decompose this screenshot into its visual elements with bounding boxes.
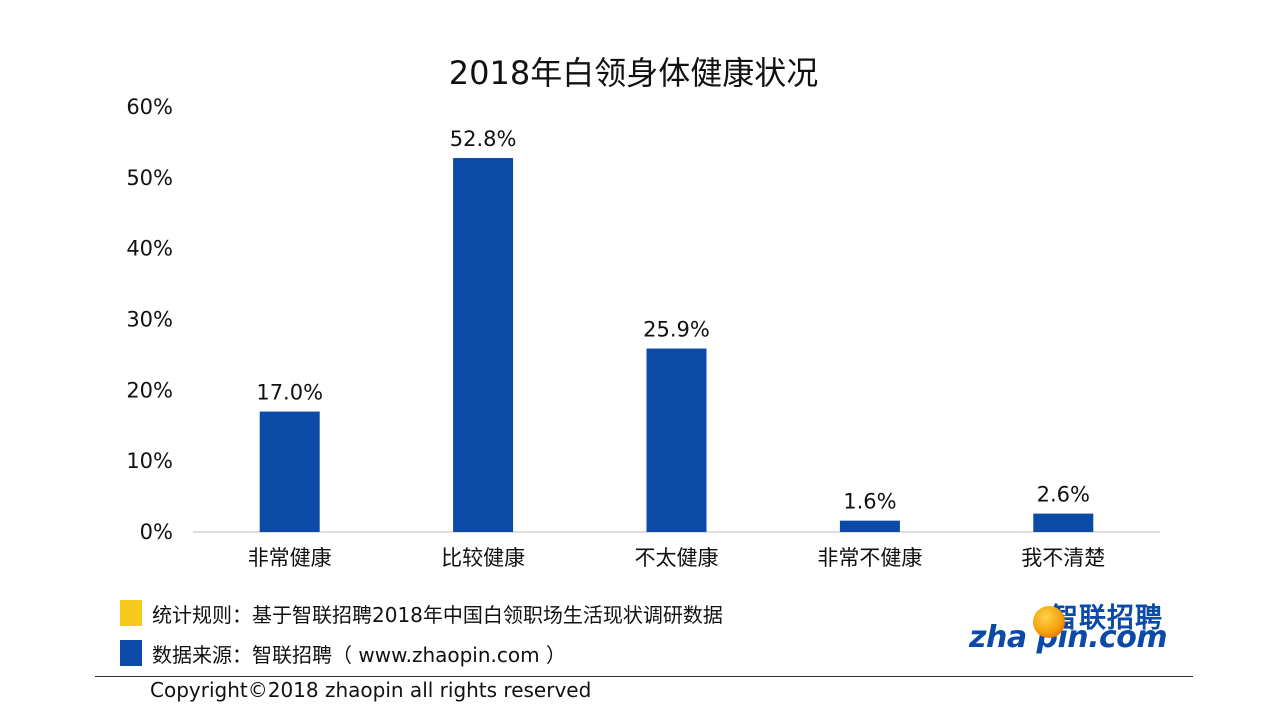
y-tick-label: 10%: [126, 449, 173, 473]
data-label: 2.6%: [1037, 483, 1090, 507]
zhaopin-logo: 智联招聘 zha pin.com: [965, 596, 1175, 662]
bar: [839, 520, 900, 532]
category-label: 比较健康: [441, 546, 525, 570]
rule-text: 统计规则：基于智联招聘2018年中国白领职场生活现状调研数据: [152, 602, 723, 627]
category-label: 不太健康: [635, 546, 719, 570]
data-label: 1.6%: [843, 490, 896, 514]
footer-divider: [95, 676, 1193, 677]
rule-swatch: [120, 600, 142, 626]
logo-cn-text: 智联招聘: [1051, 603, 1163, 634]
data-label: 52.8%: [450, 127, 517, 151]
copyright-text: Copyright©2018 zhaopin all rights reserv…: [150, 678, 592, 702]
y-tick-label: 0%: [140, 520, 173, 544]
data-label: 25.9%: [643, 318, 710, 342]
bar: [646, 348, 707, 532]
data-label: 17.0%: [256, 381, 323, 405]
chart-title: 2018年白领身体健康状况: [448, 54, 819, 92]
statistics-rule-note: 统计规则：基于智联招聘2018年中国白领职场生活现状调研数据: [120, 600, 723, 627]
y-tick-label: 40%: [126, 237, 173, 261]
y-tick-label: 60%: [126, 95, 173, 119]
y-tick-label: 20%: [126, 378, 173, 402]
bar: [1033, 513, 1094, 532]
bar-chart: 0% 10% 20% 30% 40% 50% 60% 17.0% 非常健康 52.8% 比较健康 25…: [126, 95, 1160, 570]
y-tick-label: 30%: [126, 308, 173, 332]
logo-ball-icon: [1033, 606, 1065, 638]
category-label: 非常健康: [248, 546, 332, 570]
logo-en-text: zha pin.com: [969, 620, 1168, 655]
bar: [259, 411, 320, 532]
source-swatch: [120, 640, 142, 666]
category-label: 我不清楚: [1021, 546, 1105, 570]
bar: [453, 158, 514, 532]
category-label: 非常不健康: [817, 546, 922, 570]
y-tick-label: 50%: [126, 166, 173, 190]
data-source-note: 数据来源：智联招聘（ www.zhaopin.com ）: [120, 640, 566, 667]
source-text: 数据来源：智联招聘（ www.zhaopin.com ）: [152, 642, 566, 667]
